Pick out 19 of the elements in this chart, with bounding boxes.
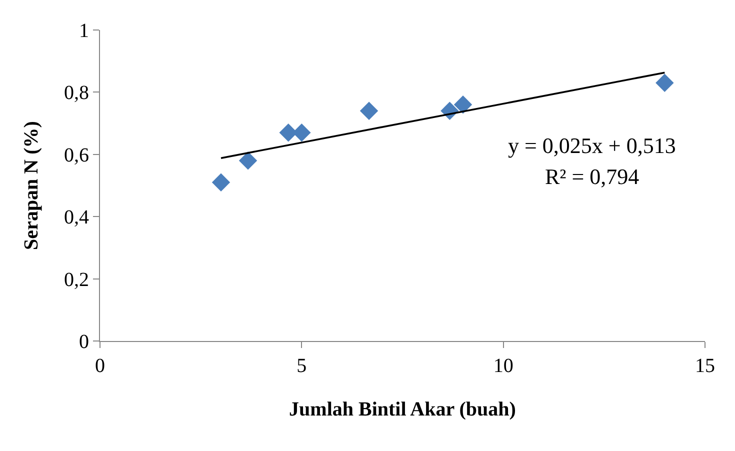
annotation: y = 0,025x + 0,513 (508, 133, 676, 158)
y-tick-label: 0,8 (64, 82, 89, 104)
annotation: R² = 0,794 (545, 164, 640, 189)
y-tick-label: 0,4 (64, 206, 89, 229)
point (454, 96, 472, 114)
x-tick-label: 0 (95, 355, 105, 377)
x-axis-title: Jumlah Bintil Akar (buah) (289, 398, 516, 420)
y-tick-label: 1 (79, 20, 89, 42)
x-tick-label: 15 (695, 355, 715, 377)
point (656, 74, 674, 92)
y-axis-title: Serapan N (%) (20, 121, 42, 250)
y-tick-label: 0 (79, 331, 89, 353)
x-tick-label: 5 (296, 355, 307, 377)
x-tick-label: 10 (493, 355, 514, 377)
point (238, 152, 258, 170)
y-tick-label: 0,2 (64, 268, 89, 291)
point (212, 173, 230, 192)
point (360, 102, 378, 120)
y-tick-label: 0,6 (64, 144, 89, 166)
